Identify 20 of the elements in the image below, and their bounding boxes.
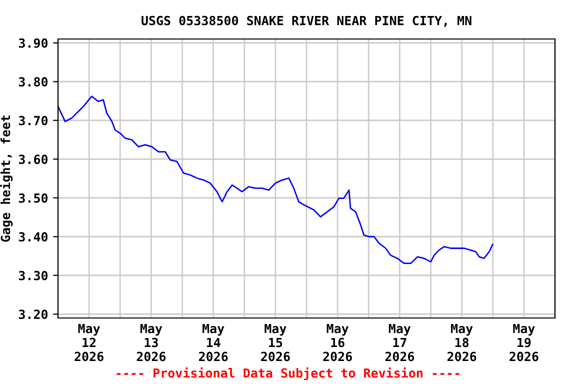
y-axis-title: Gage height, feet xyxy=(0,116,13,242)
x-tick-label: May 18 2026 xyxy=(447,324,476,362)
x-tick-label: May 15 2026 xyxy=(261,324,290,362)
x-tick-label: May 13 2026 xyxy=(136,324,166,362)
y-tick-label: 3.40 xyxy=(18,232,48,242)
x-tick-label: May 16 2026 xyxy=(323,324,352,362)
chart-title: USGS 05338500 SNAKE RIVER NEAR PINE CITY, MN xyxy=(142,16,472,27)
text: ---- Provisional Data Subject to Revision ---- xyxy=(116,367,460,380)
y-tick-label: 3.50 xyxy=(18,193,48,203)
y-tick-label: 3.70 xyxy=(18,116,48,126)
x-tick-label: May 12 2026 xyxy=(74,324,104,362)
y-tick-label: 3.90 xyxy=(18,38,48,48)
x-tick-label: May 17 2026 xyxy=(385,324,414,362)
y-tick-label: 3.30 xyxy=(18,270,48,280)
line-series xyxy=(58,96,494,264)
y-tick-label: 3.60 xyxy=(18,154,48,164)
x-tick-label: May 14 2026 xyxy=(198,324,228,362)
y-tick-label: 3.20 xyxy=(18,310,48,320)
y-tick-label: 3.80 xyxy=(18,77,48,87)
x-tick-label: May 19 2026 xyxy=(510,324,538,362)
